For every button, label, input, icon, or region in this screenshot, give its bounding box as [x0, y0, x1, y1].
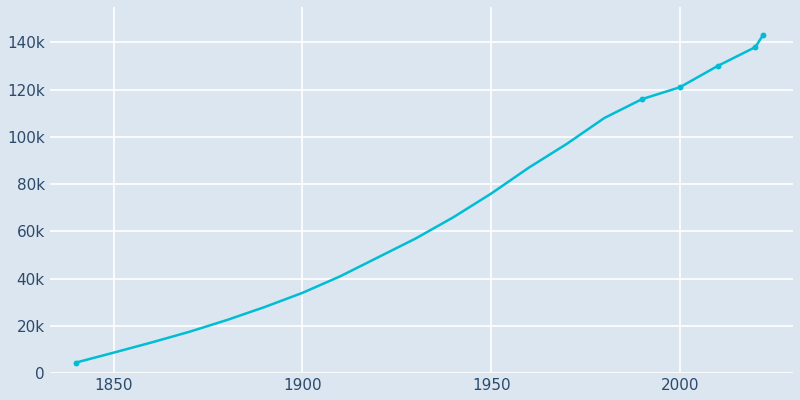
Point: [711, 63, 724, 69]
Point: [636, 96, 649, 102]
Point: [749, 44, 762, 50]
Point: [70, 359, 82, 366]
Point: [674, 84, 686, 90]
Point: [757, 32, 770, 38]
